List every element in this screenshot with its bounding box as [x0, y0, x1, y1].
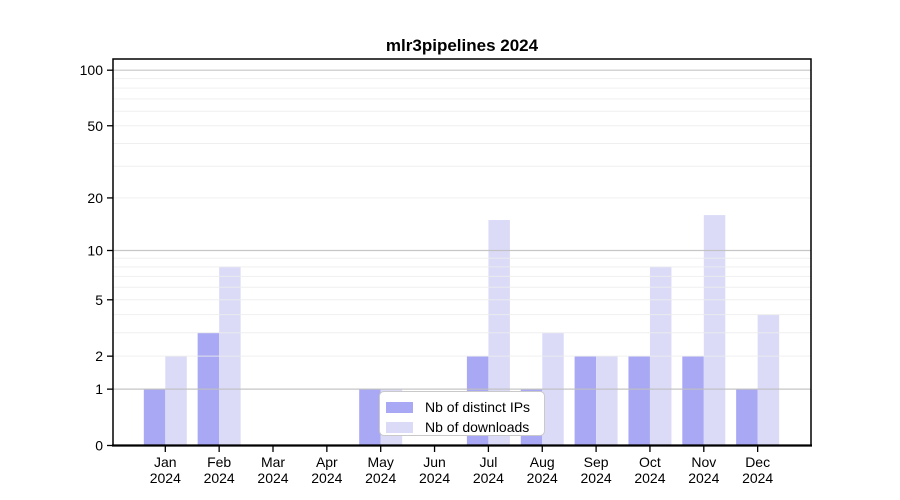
y-tick-label: 10	[87, 243, 103, 259]
x-tick-label-year: 2024	[634, 470, 665, 486]
x-tick-label-year: 2024	[473, 470, 504, 486]
x-tick-label-year: 2024	[365, 470, 396, 486]
legend-swatch-downloads	[386, 421, 413, 433]
x-tick-label-year: 2024	[419, 470, 450, 486]
y-tick-label: 0	[95, 438, 103, 454]
x-tick-label-month: Dec	[745, 454, 770, 470]
bar-ips-sep	[574, 356, 597, 446]
y-tick-label: 20	[87, 190, 103, 206]
bar-ips-jan	[143, 389, 166, 446]
x-tick-label-month: Sep	[584, 454, 609, 470]
bar-ips-nov	[682, 356, 704, 446]
bar-downloads-sep	[596, 356, 618, 446]
x-tick-label-month: Feb	[207, 454, 231, 470]
x-tick-label-month: Jun	[423, 454, 446, 470]
bar-ips-oct	[628, 356, 650, 446]
x-tick-label-year: 2024	[150, 470, 181, 486]
x-tick-label-year: 2024	[257, 470, 288, 486]
legend: Nb of distinct IPs Nb of downloads	[379, 391, 545, 436]
x-tick-label-year: 2024	[688, 470, 719, 486]
x-tick-label-year: 2024	[742, 470, 773, 486]
legend-item-distinct-ips: Nb of distinct IPs	[386, 397, 544, 417]
x-tick-label-month: Nov	[691, 454, 716, 470]
bar-ips-dec	[736, 389, 758, 446]
chart-title: mlr3pipelines 2024	[385, 36, 539, 55]
legend-item-downloads: Nb of downloads	[386, 417, 544, 437]
x-tick-label-month: Apr	[316, 454, 338, 470]
y-tick-label: 50	[87, 118, 103, 134]
y-tick-label: 1	[95, 381, 103, 397]
y-tick-label: 5	[95, 292, 103, 308]
x-tick-label-year: 2024	[581, 470, 612, 486]
legend-swatch-distinct-ips	[386, 401, 413, 413]
bar-downloads-dec	[757, 314, 780, 446]
x-tick-label-month: Mar	[261, 454, 285, 470]
legend-label-distinct-ips: Nb of distinct IPs	[425, 399, 531, 415]
bar-downloads-jan	[165, 356, 187, 446]
x-tick-label-month: Aug	[530, 454, 555, 470]
y-tick-label: 100	[80, 62, 104, 78]
y-tick-label: 2	[95, 348, 103, 364]
x-tick-label-month: Oct	[639, 454, 661, 470]
x-tick-label-year: 2024	[204, 470, 235, 486]
bar-ips-may	[359, 389, 381, 446]
x-tick-label-month: Jul	[479, 454, 497, 470]
bar-downloads-nov	[703, 215, 726, 446]
x-tick-label-year: 2024	[311, 470, 342, 486]
legend-label-downloads: Nb of downloads	[425, 419, 530, 435]
x-tick-label-month: May	[367, 454, 393, 470]
x-tick-label-year: 2024	[527, 470, 558, 486]
x-tick-label-month: Jan	[154, 454, 177, 470]
